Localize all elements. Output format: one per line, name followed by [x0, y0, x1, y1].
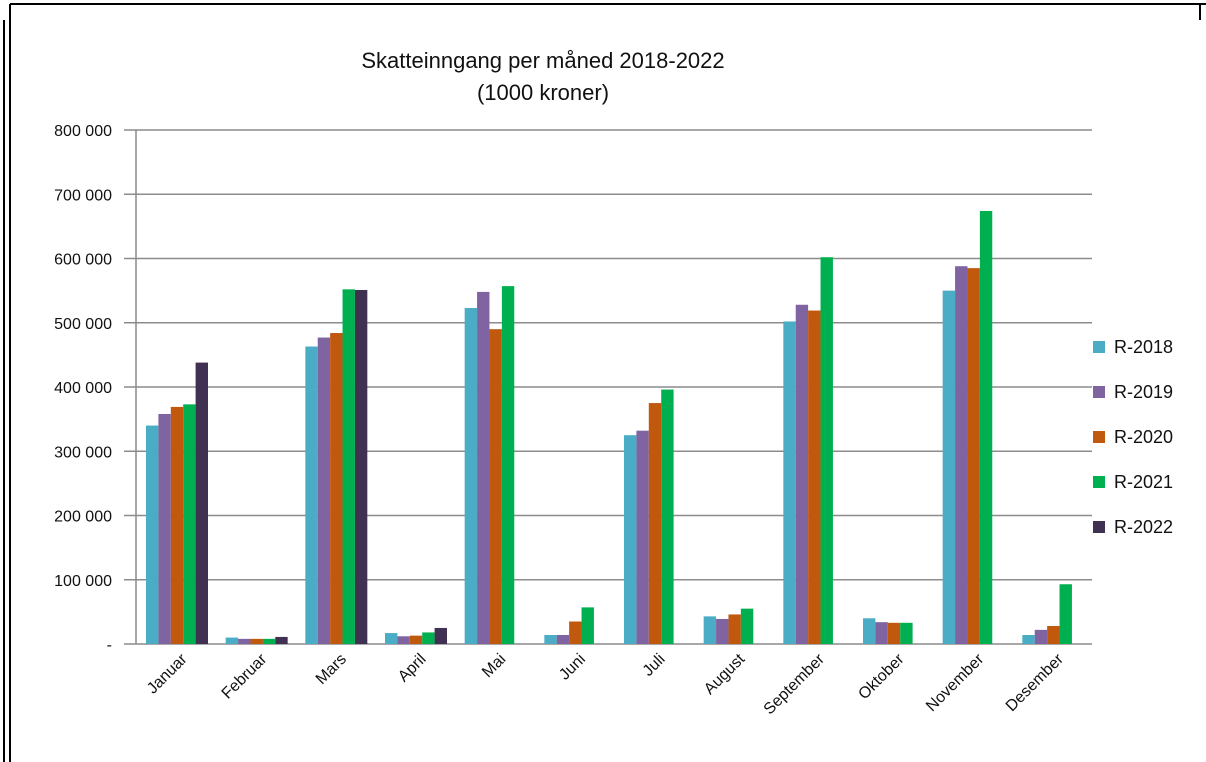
bar-r-2018-januar [146, 425, 159, 644]
bar-r-2019-august [716, 618, 729, 644]
bar-r-2019-januar [158, 413, 171, 644]
bar-r-2018-april [385, 633, 398, 644]
legend-swatch [1093, 476, 1105, 488]
x-tick-label: Mai [479, 651, 509, 681]
y-tick-label: 500 000 [54, 316, 112, 333]
bar-r-2021-september [820, 257, 833, 644]
legend-swatch [1093, 431, 1105, 443]
chart-title: Skatteinngang per måned 2018-2022 [361, 48, 724, 73]
bar-r-2020-juli [648, 403, 662, 644]
bar-r-2021-april [422, 632, 435, 644]
bar-r-2022-februar [275, 636, 288, 644]
bar-r-2021-mars [342, 289, 355, 644]
x-axis-ticks: Januar Februar Mars April Mai Juni Juli August S… [144, 650, 1067, 718]
bar-r-2019-november [955, 266, 968, 644]
bar-r-2022-mars [354, 289, 368, 644]
bar-r-2022-april [434, 627, 447, 644]
bar-r-2021-august [740, 608, 754, 644]
x-tick-label: August [701, 650, 749, 698]
legend-label: R-2018 [1114, 337, 1173, 357]
bar-r-2022-januar [195, 362, 208, 644]
legend: R-2018 R-2019 R-2020 R-2021 R-2022 [1093, 337, 1173, 537]
bar-r-2020-november [967, 268, 980, 644]
y-tick-label: 300 000 [54, 444, 112, 461]
y-tick-label: 400 000 [54, 380, 112, 397]
bar-r-2018-juli [624, 435, 637, 644]
grid-layer [124, 129, 1092, 645]
x-tick-label: Juni [556, 651, 589, 684]
x-tick-label: Januar [144, 650, 191, 697]
legend-label: R-2019 [1114, 382, 1173, 402]
bar-r-2021-januar [183, 404, 196, 644]
y-tick-label: 800 000 [54, 123, 112, 140]
y-axis-ticks: - 100 000 200 000 300 000 400 000 500 000 600 … [54, 123, 112, 654]
bar-r-2018-desember [1022, 635, 1035, 644]
bar-r-2020-desember [1047, 626, 1060, 644]
bar-r-2021-oktober [900, 622, 913, 644]
bar-r-2020-februar [250, 638, 263, 644]
legend-swatch [1093, 386, 1105, 398]
bar-r-2018-februar [225, 637, 239, 644]
bar-r-2020-januar [170, 406, 184, 644]
x-tick-label: Oktober [855, 650, 908, 703]
legend-swatch [1093, 521, 1105, 533]
x-tick-label: Februar [219, 650, 271, 702]
legend-label: R-2020 [1114, 427, 1173, 447]
bar-r-2018-september [783, 321, 796, 644]
bar-r-2019-september [795, 304, 809, 644]
x-tick-label: Desember [1003, 650, 1068, 715]
bar-r-2020-juni [569, 621, 582, 644]
bar-r-2020-oktober [887, 622, 901, 644]
bar-r-2019-februar [238, 638, 251, 644]
bar-r-2018-mai [464, 307, 478, 644]
bar-r-2019-desember [1034, 629, 1048, 644]
bar-r-2019-juli [636, 430, 649, 644]
bar-r-2018-august [703, 616, 717, 644]
bar-r-2019-juni [556, 635, 570, 644]
bar-r-2020-august [728, 614, 741, 644]
x-tick-label: April [395, 651, 430, 686]
legend-swatch [1093, 341, 1105, 353]
x-tick-label: September [761, 650, 829, 718]
legend-label: R-2021 [1114, 472, 1173, 492]
bar-r-2018-mars [305, 346, 318, 644]
y-tick-label: 600 000 [54, 252, 112, 269]
bar-r-2021-mai [501, 286, 515, 644]
bar-r-2019-mai [477, 291, 490, 644]
bar-r-2018-november [942, 290, 956, 644]
bar-r-2020-september [808, 310, 821, 644]
x-tick-label: November [923, 650, 988, 715]
bar-r-2021-juli [661, 389, 674, 644]
bar-r-2021-juni [581, 607, 594, 644]
bar-r-2020-mars [330, 333, 343, 644]
y-tick-label: 100 000 [54, 573, 112, 590]
y-tick-label: 200 000 [54, 509, 112, 526]
bar-r-2020-mai [489, 329, 502, 644]
bars [146, 210, 1072, 644]
bar-r-2018-juni [544, 635, 557, 644]
bar-r-2021-desember [1059, 584, 1072, 644]
chart-subtitle: (1000 kroner) [477, 80, 609, 105]
bar-r-2019-mars [317, 337, 331, 644]
x-tick-label: Juli [640, 651, 669, 680]
bar-r-2019-april [397, 636, 410, 644]
bar-r-2019-oktober [875, 622, 888, 644]
bar-r-2021-februar [262, 638, 276, 644]
y-tick-label: - [107, 637, 112, 654]
bar-r-2021-november [979, 210, 993, 644]
bar-r-2018-oktober [863, 618, 876, 644]
bar-r-2020-april [409, 635, 423, 644]
legend-label: R-2022 [1114, 517, 1173, 537]
x-tick-label: Mars [313, 651, 350, 688]
y-tick-label: 700 000 [54, 187, 112, 204]
